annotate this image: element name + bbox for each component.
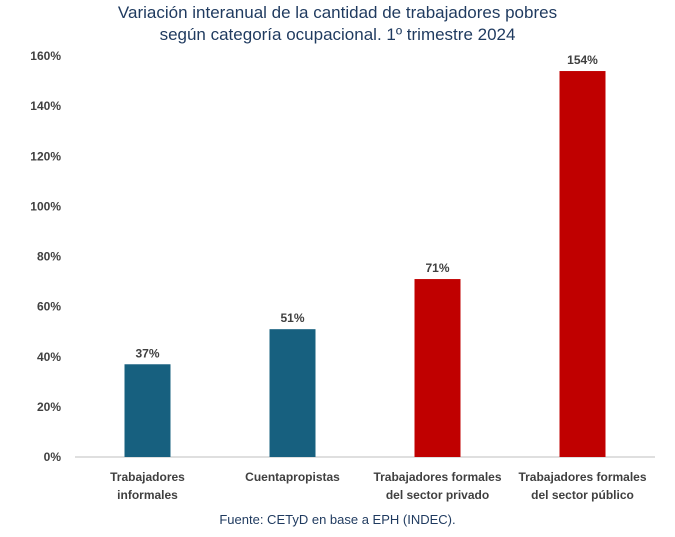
- chart-title: Variación interanual de la cantidad de t…: [0, 2, 675, 46]
- bar: [414, 279, 461, 457]
- data-label: 37%: [135, 346, 159, 360]
- x-tick-label: Cuentapropistas: [245, 470, 340, 484]
- bar: [559, 71, 606, 457]
- y-tick-label: 80%: [37, 250, 61, 264]
- bar: [269, 329, 316, 457]
- y-tick-label: 20%: [37, 400, 61, 414]
- y-tick-label: 120%: [30, 149, 61, 163]
- y-tick-label: 160%: [30, 49, 61, 63]
- y-tick-label: 60%: [37, 300, 61, 314]
- data-label: 154%: [567, 53, 598, 67]
- bar: [124, 364, 171, 457]
- y-tick-label: 0%: [44, 450, 62, 464]
- source-note: Fuente: CETyD en base a EPH (INDEC).: [219, 512, 456, 527]
- x-tick-label: Trabajadores formales del sector privado: [373, 470, 501, 502]
- x-tick-label-line: Trabajadores formales: [518, 470, 646, 484]
- chart-title-line-2: según categoría ocupacional. 1º trimestr…: [159, 25, 516, 44]
- y-tick-label: 40%: [37, 350, 61, 364]
- y-tick-label: 140%: [30, 99, 61, 113]
- x-tick-label: Trabajadores informales: [110, 470, 185, 502]
- x-tick-label: Trabajadores formales del sector público: [518, 470, 646, 502]
- y-tick-label: 100%: [30, 199, 61, 213]
- x-tick-label-line: del sector privado: [386, 488, 489, 502]
- x-tick-label-line: Cuentapropistas: [245, 470, 340, 484]
- data-label: 51%: [280, 311, 304, 325]
- chart-title-line-1: Variación interanual de la cantidad de t…: [117, 3, 558, 22]
- x-tick-label-line: Trabajadores: [110, 470, 185, 484]
- x-tick-label-line: del sector público: [531, 488, 634, 502]
- x-tick-label-line: Trabajadores formales: [373, 470, 501, 484]
- x-tick-label-line: informales: [117, 488, 178, 502]
- data-label: 71%: [425, 261, 449, 275]
